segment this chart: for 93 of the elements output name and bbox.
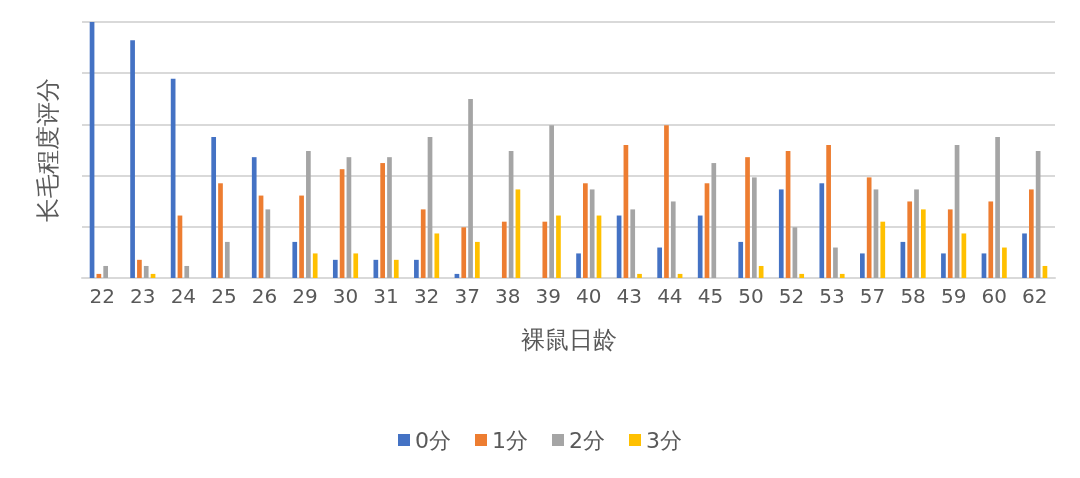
legend-label: 1分 xyxy=(492,427,528,453)
x-tick-label: 59 xyxy=(940,284,967,308)
x-tick-label: 58 xyxy=(900,284,926,308)
bar xyxy=(630,209,636,278)
bar xyxy=(637,273,642,278)
x-tick-label: 23 xyxy=(130,284,156,308)
x-tick-label: 22 xyxy=(89,284,115,308)
bar xyxy=(988,201,994,278)
bar xyxy=(332,259,338,278)
bar xyxy=(184,265,190,278)
bar xyxy=(799,273,805,278)
bar xyxy=(461,227,467,278)
bar xyxy=(907,201,913,278)
bar xyxy=(265,209,271,278)
bar xyxy=(738,241,744,278)
bar xyxy=(589,189,595,278)
bar xyxy=(387,157,392,278)
bar xyxy=(859,253,865,278)
bar xyxy=(380,163,386,278)
x-tick-label: 25 xyxy=(211,284,237,308)
x-tick-label: 60 xyxy=(981,284,1007,308)
bar xyxy=(758,265,764,278)
bar xyxy=(292,241,298,278)
bar xyxy=(468,99,473,278)
bar xyxy=(137,259,142,278)
x-tick-label: 24 xyxy=(170,284,197,308)
bar xyxy=(549,125,554,278)
bar xyxy=(995,136,1000,278)
x-tick-label: 43 xyxy=(616,284,643,308)
x-tick-label: 38 xyxy=(494,284,521,308)
x-tick-label: 44 xyxy=(657,284,683,308)
bar xyxy=(664,125,669,278)
bar xyxy=(353,253,359,278)
x-tick-label: 62 xyxy=(1022,284,1048,308)
bar xyxy=(657,247,662,278)
bar xyxy=(143,265,149,278)
bar xyxy=(224,241,230,278)
legend-label: 0分 xyxy=(415,427,452,453)
legend-label: 3分 xyxy=(646,427,682,453)
bar xyxy=(312,253,318,278)
bar xyxy=(576,253,581,278)
bar xyxy=(778,189,784,278)
bar xyxy=(211,136,217,278)
bar xyxy=(920,209,926,278)
bar xyxy=(434,233,440,278)
x-tick-label: 37 xyxy=(454,284,480,308)
bar xyxy=(745,157,750,278)
bar xyxy=(1002,247,1007,278)
x-tick-label: 57 xyxy=(859,284,886,308)
bar xyxy=(420,209,426,278)
bar xyxy=(941,253,946,278)
bar xyxy=(866,177,872,278)
bar xyxy=(414,259,419,278)
bar xyxy=(103,265,109,278)
bar xyxy=(373,259,379,278)
x-axis-title: 裸鼠日龄 xyxy=(520,326,617,354)
bar xyxy=(880,221,886,278)
x-tick-label: 26 xyxy=(251,284,278,308)
bar xyxy=(826,144,831,278)
legend-label: 2分 xyxy=(569,427,605,453)
bar xyxy=(251,157,257,278)
bar xyxy=(839,273,845,278)
bar xyxy=(306,151,311,278)
bar xyxy=(833,247,838,278)
bar xyxy=(218,183,223,278)
bar xyxy=(819,183,825,278)
bar xyxy=(583,183,588,278)
x-tick-label: 39 xyxy=(535,284,561,308)
bar xyxy=(711,163,717,278)
bar xyxy=(393,259,399,278)
bar xyxy=(501,221,507,278)
bar xyxy=(947,209,953,278)
bar xyxy=(1028,189,1034,278)
bar xyxy=(542,221,548,278)
bar xyxy=(751,177,757,278)
bar xyxy=(556,215,561,278)
x-tick-label: 40 xyxy=(576,284,602,308)
x-tick-label: 31 xyxy=(373,284,399,308)
y-axis-title: 长毛程度评分 xyxy=(34,78,62,222)
x-tick-label: 32 xyxy=(413,284,440,308)
x-tick-label: 29 xyxy=(292,284,318,308)
bar xyxy=(475,241,480,278)
bar xyxy=(130,40,135,278)
bar xyxy=(697,215,703,278)
x-tick-label: 30 xyxy=(332,284,359,308)
bar xyxy=(1022,233,1027,278)
x-tick-label: 50 xyxy=(738,284,764,308)
x-tick-label: 45 xyxy=(697,284,724,308)
x-tick-label: 52 xyxy=(778,284,805,308)
x-tick-label: 53 xyxy=(819,284,845,308)
bar xyxy=(670,201,676,278)
bar xyxy=(914,189,919,278)
bar xyxy=(299,195,304,278)
